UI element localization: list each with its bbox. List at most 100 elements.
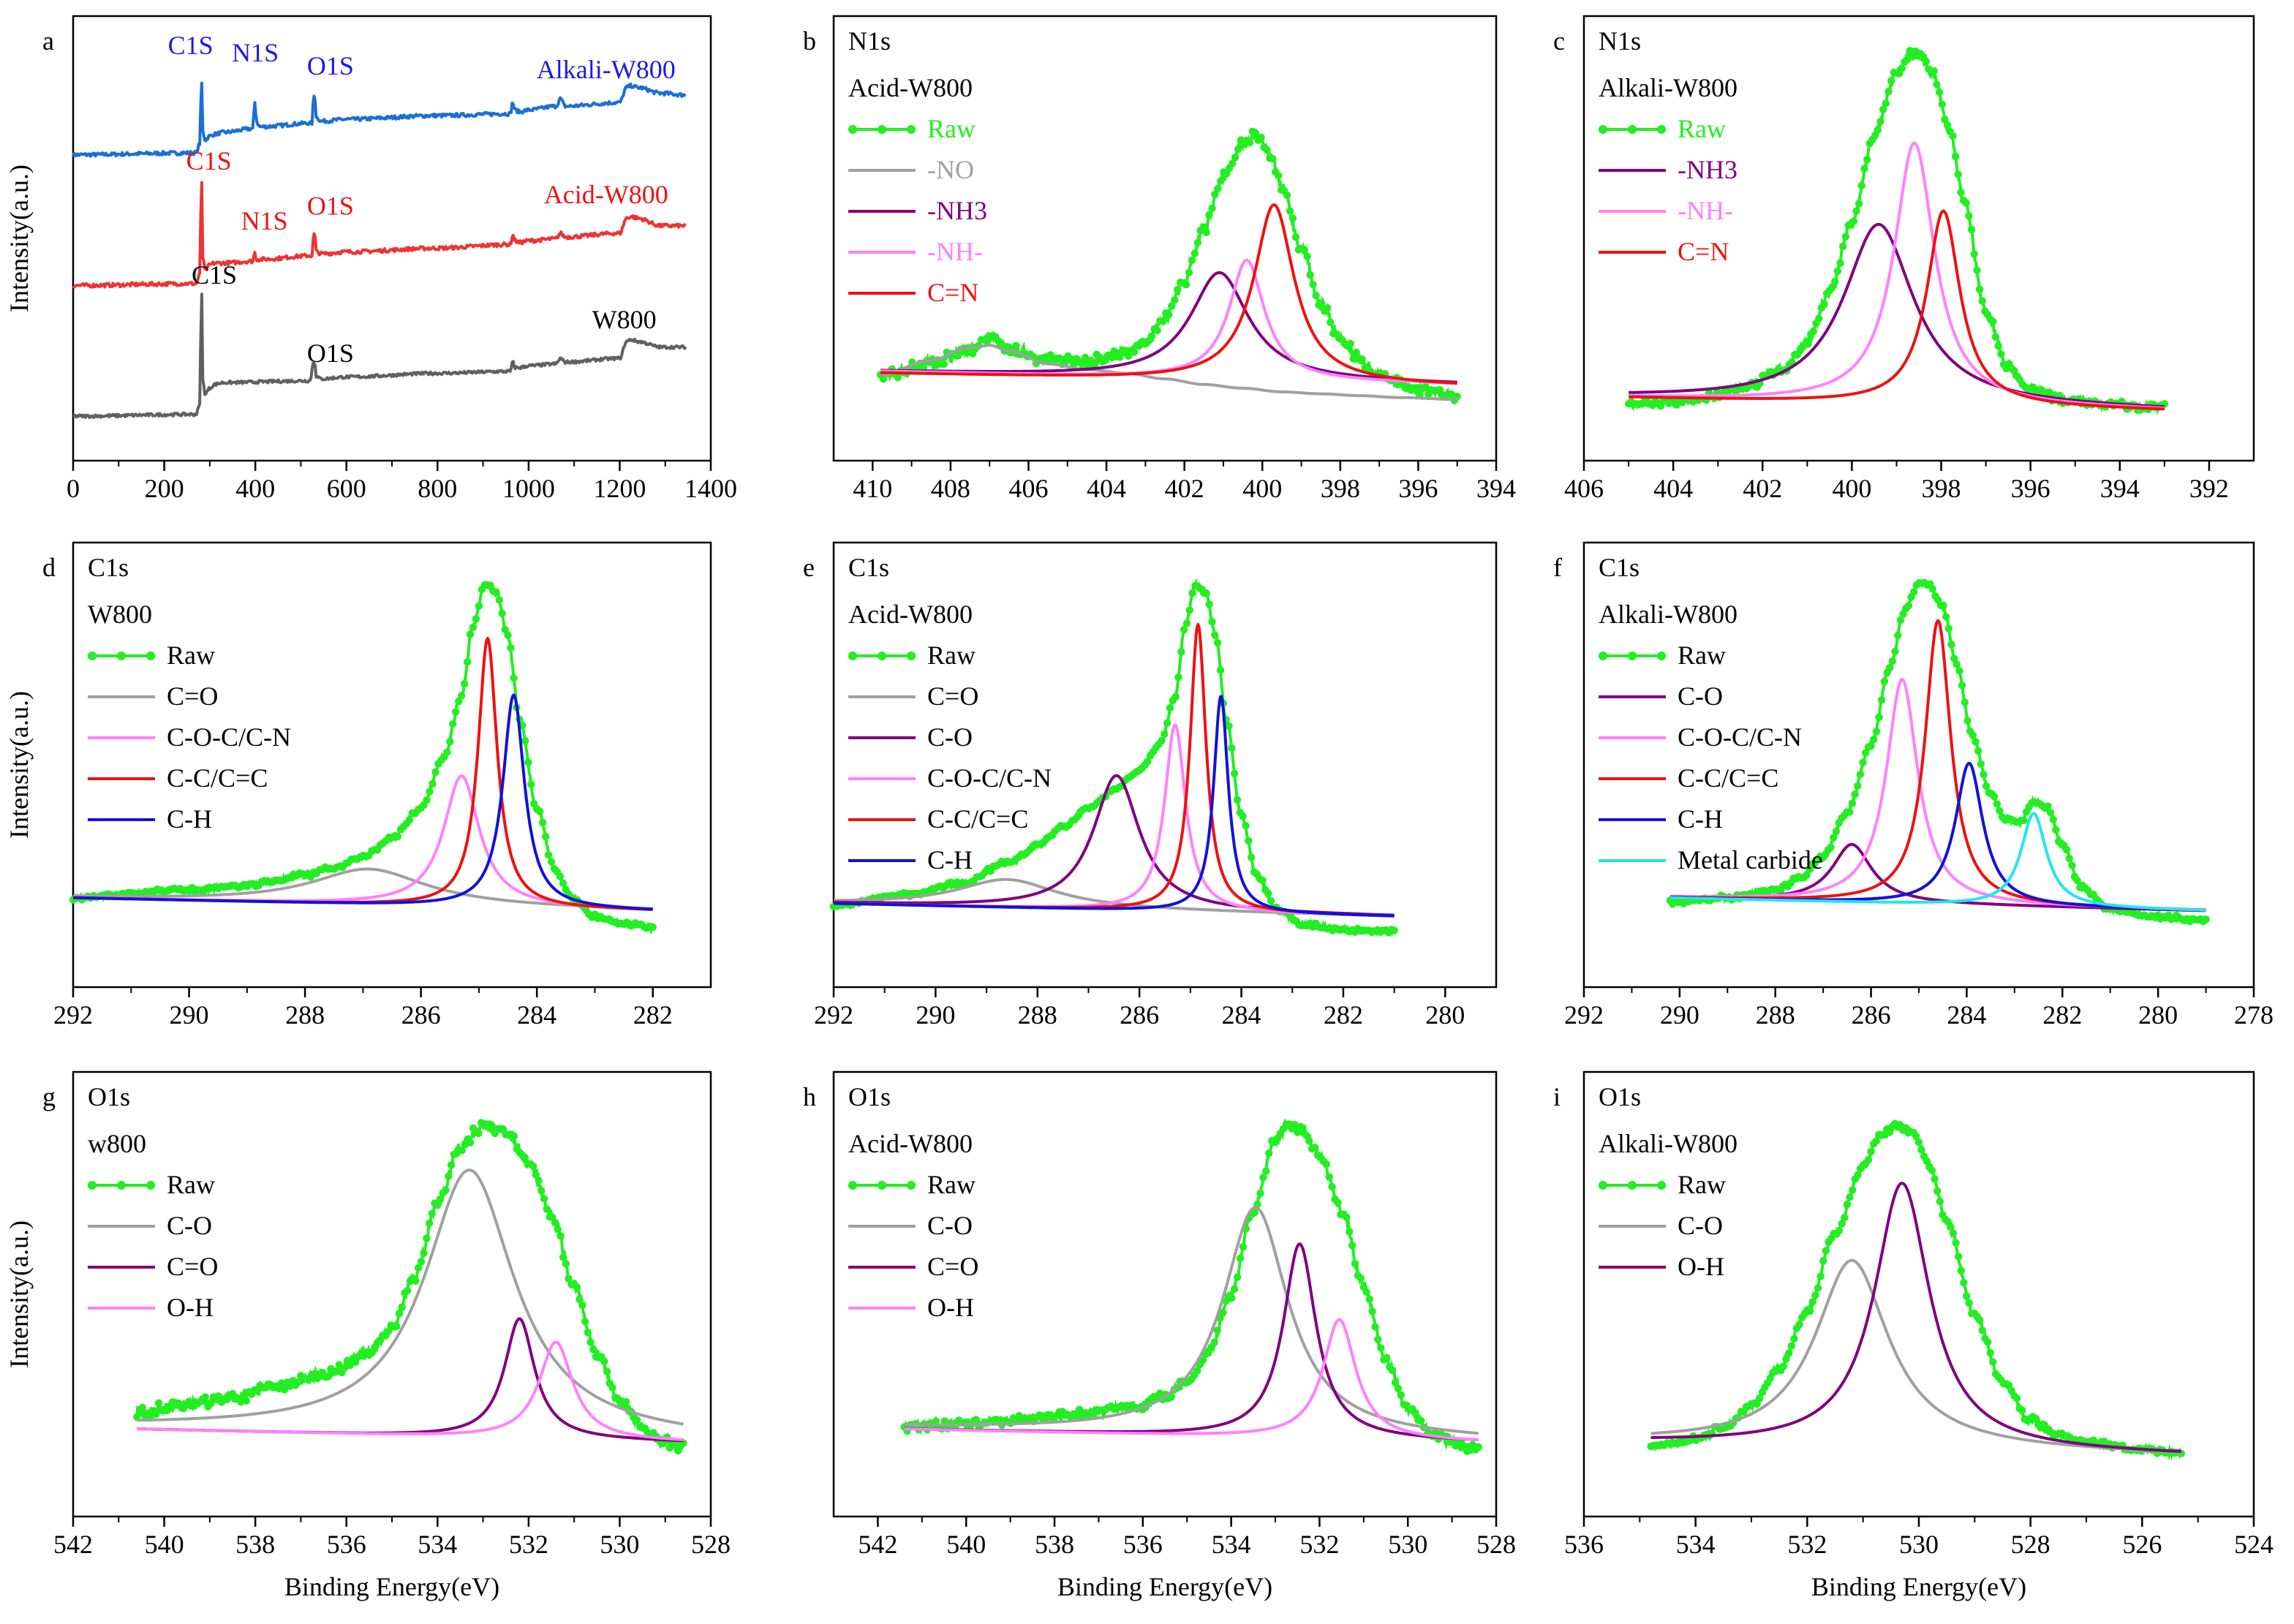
legend-marker xyxy=(907,125,916,134)
x-tick-label: 278 xyxy=(2234,1000,2274,1030)
raw-data-point xyxy=(1265,1149,1273,1157)
raw-data-point xyxy=(1832,828,1841,836)
raw-data-point xyxy=(1315,301,1323,309)
x-tick-label: 400 xyxy=(1242,474,1282,503)
raw-data-point xyxy=(1954,170,1962,178)
raw-data-point xyxy=(1166,704,1174,712)
peak-annotation-o1s: O1S xyxy=(307,51,354,80)
raw-data-point xyxy=(524,1160,532,1168)
raw-data-point xyxy=(1155,1389,1164,1397)
raw-data-point xyxy=(1191,581,1199,589)
raw-data-point xyxy=(463,658,472,666)
x-tick-label: 538 xyxy=(1035,1530,1074,1559)
raw-data-point xyxy=(1305,1137,1313,1145)
series-o-h xyxy=(1650,1182,2182,1454)
raw-data-point xyxy=(1262,1167,1270,1175)
raw-data-point xyxy=(1294,1128,1302,1136)
panel-title: C1s xyxy=(88,553,129,582)
raw-data-point xyxy=(969,350,977,358)
raw-data-point xyxy=(1146,752,1155,760)
panel-title: O1s xyxy=(88,1082,130,1111)
plot-frame xyxy=(832,1070,1498,1518)
raw-data-point xyxy=(1162,309,1170,317)
raw-data-point xyxy=(1906,47,1914,55)
raw-data-point xyxy=(1848,799,1857,808)
x-tick-label: 396 xyxy=(1398,474,1438,503)
raw-data-point xyxy=(477,1119,486,1127)
series-raw-line xyxy=(1650,1122,2183,1461)
raw-data-point xyxy=(1931,1175,1939,1183)
raw-data-point xyxy=(2065,854,2073,863)
legend-marker xyxy=(878,1181,886,1190)
x-tick-label: 396 xyxy=(2011,474,2050,503)
legend-label-c-o-c-c-n: C-O-C/C-N xyxy=(1678,722,1802,752)
raw-data-point xyxy=(1865,140,1874,148)
raw-data-point xyxy=(1787,1342,1795,1351)
raw-data-point xyxy=(1211,190,1219,198)
panel-title: O1s xyxy=(848,1082,891,1111)
x-tick-label: 530 xyxy=(1899,1530,1939,1559)
raw-data-point xyxy=(1266,154,1274,162)
legend-label-c-o: C=O xyxy=(927,1252,978,1281)
x-tick-label: 524 xyxy=(2234,1530,2274,1559)
raw-data-point xyxy=(1899,610,1907,618)
raw-data-point xyxy=(1879,105,1887,113)
raw-data-point xyxy=(1957,1266,1965,1275)
raw-data-point xyxy=(1119,346,1127,354)
panel-letter: h xyxy=(803,1082,816,1111)
raw-data-point xyxy=(559,1253,567,1261)
raw-data-point xyxy=(1854,782,1862,790)
x-tick-label: 288 xyxy=(1756,1000,1795,1030)
raw-data-point xyxy=(1380,1356,1388,1364)
series-c-n xyxy=(880,203,1458,385)
series-c-o xyxy=(903,1242,1479,1442)
raw-data-point xyxy=(1419,385,1427,393)
raw-data-point xyxy=(1961,698,1969,706)
raw-data-point xyxy=(1213,638,1222,647)
raw-data-point xyxy=(1306,271,1314,279)
legend-marker xyxy=(88,652,97,660)
raw-data-point xyxy=(554,1225,562,1234)
legend-marker xyxy=(848,652,857,660)
legend-marker xyxy=(117,1181,126,1190)
peak-annotation-c1s: C1S xyxy=(186,146,232,175)
raw-data-point xyxy=(603,1367,611,1376)
raw-data-point xyxy=(592,1353,600,1361)
raw-data-point xyxy=(541,832,550,841)
x-tick-label: 286 xyxy=(1852,1000,1891,1030)
raw-data-point xyxy=(1817,303,1826,312)
x-tick-label: 402 xyxy=(1165,474,1204,503)
x-tick-label: 532 xyxy=(1787,1530,1827,1559)
panel-letter: a xyxy=(42,26,54,56)
x-tick-label: 284 xyxy=(517,1000,556,1030)
raw-data-point xyxy=(1856,1165,1865,1173)
raw-data-point xyxy=(1205,211,1213,219)
raw-data-point xyxy=(1228,744,1236,752)
raw-data-point xyxy=(1822,1247,1830,1255)
raw-data-point xyxy=(1309,280,1317,289)
legend-marker xyxy=(1657,1181,1666,1190)
raw-data-point xyxy=(1182,619,1191,627)
panel-letter: c xyxy=(1553,26,1565,56)
raw-data-point xyxy=(1267,896,1275,905)
legend-marker xyxy=(1599,652,1607,660)
raw-data-point xyxy=(1823,290,1831,298)
x-tick-label: 542 xyxy=(53,1530,93,1559)
raw-data-point xyxy=(1233,1273,1242,1281)
series-c-o-c-c-n xyxy=(833,723,1395,918)
raw-data-point xyxy=(1860,165,1868,173)
raw-data-point xyxy=(1758,1388,1767,1397)
legend-label-c-n: C=N xyxy=(1678,237,1729,266)
x-axis-label: Binding Energy(eV) xyxy=(1057,1572,1272,1601)
raw-data-point xyxy=(1843,1201,1852,1209)
raw-data-point xyxy=(154,1399,163,1408)
raw-data-point xyxy=(1925,65,1933,73)
x-tick-label: 398 xyxy=(1922,474,1961,503)
raw-data-point xyxy=(1208,204,1216,213)
raw-data-point xyxy=(1084,361,1093,369)
raw-data-point xyxy=(1872,728,1881,736)
x-tick-label: 394 xyxy=(1476,474,1516,503)
raw-data-point xyxy=(1807,331,1815,339)
legend-label-raw: Raw xyxy=(167,1170,215,1199)
raw-data-point xyxy=(1938,100,1946,108)
